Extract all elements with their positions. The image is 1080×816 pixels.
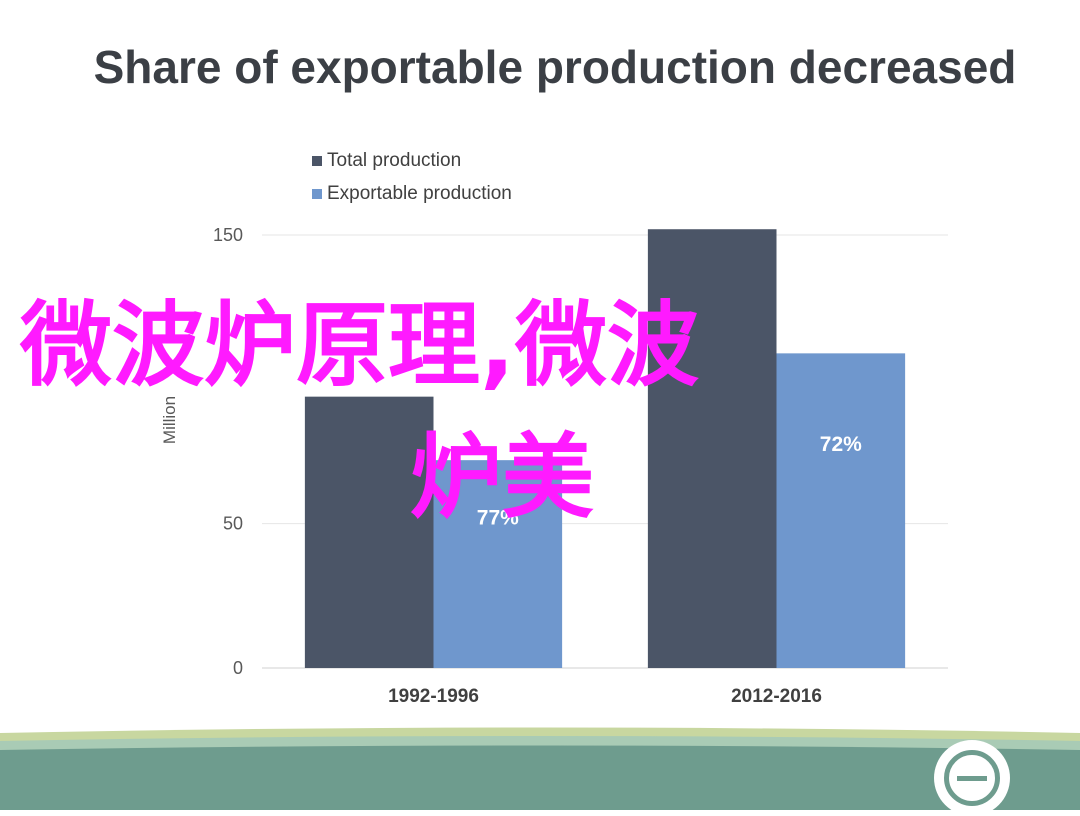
y-tick-labels: 0 50 150: [213, 225, 243, 678]
logo-icon: [934, 740, 1010, 816]
overlay-text-line1: 微波炉原理,微波: [20, 292, 699, 399]
y-axis-label: Million: [160, 396, 179, 444]
y-tick-label: 50: [223, 514, 243, 534]
legend-item-exportable: Exportable production: [312, 177, 512, 210]
legend: Total production Exportable production: [312, 144, 512, 210]
bars: [304, 229, 906, 668]
y-tick-label: 150: [213, 225, 243, 245]
data-labels: 77% 72%: [477, 433, 862, 530]
legend-label-exportable: Exportable production: [327, 182, 512, 204]
bar-exportable-production: [776, 353, 906, 668]
data-label: 77%: [477, 507, 519, 530]
legend-item-total: Total production: [312, 144, 512, 177]
bar-exportable-production: [433, 460, 563, 668]
bar-total-production: [647, 229, 777, 668]
logo-bar: [957, 776, 987, 781]
chart-title: Share of exportable production decreased: [93, 41, 1017, 93]
data-label: 72%: [820, 433, 862, 456]
overlay-text-line2: 炉美: [410, 424, 595, 531]
logo-ring: [944, 750, 1000, 806]
legend-swatch-total: [312, 155, 322, 166]
footer-stripe-dark: [0, 745, 1080, 810]
legend-label-total: Total production: [327, 149, 462, 171]
x-tick-label: 1992-1996: [388, 686, 479, 707]
bar-total-production: [304, 396, 434, 668]
x-tick-label: 2012-2016: [731, 686, 822, 707]
legend-swatch-exportable: [312, 188, 322, 199]
y-tick-label: 0: [233, 658, 243, 678]
x-tick-labels: 1992-1996 2012-2016: [388, 686, 822, 707]
